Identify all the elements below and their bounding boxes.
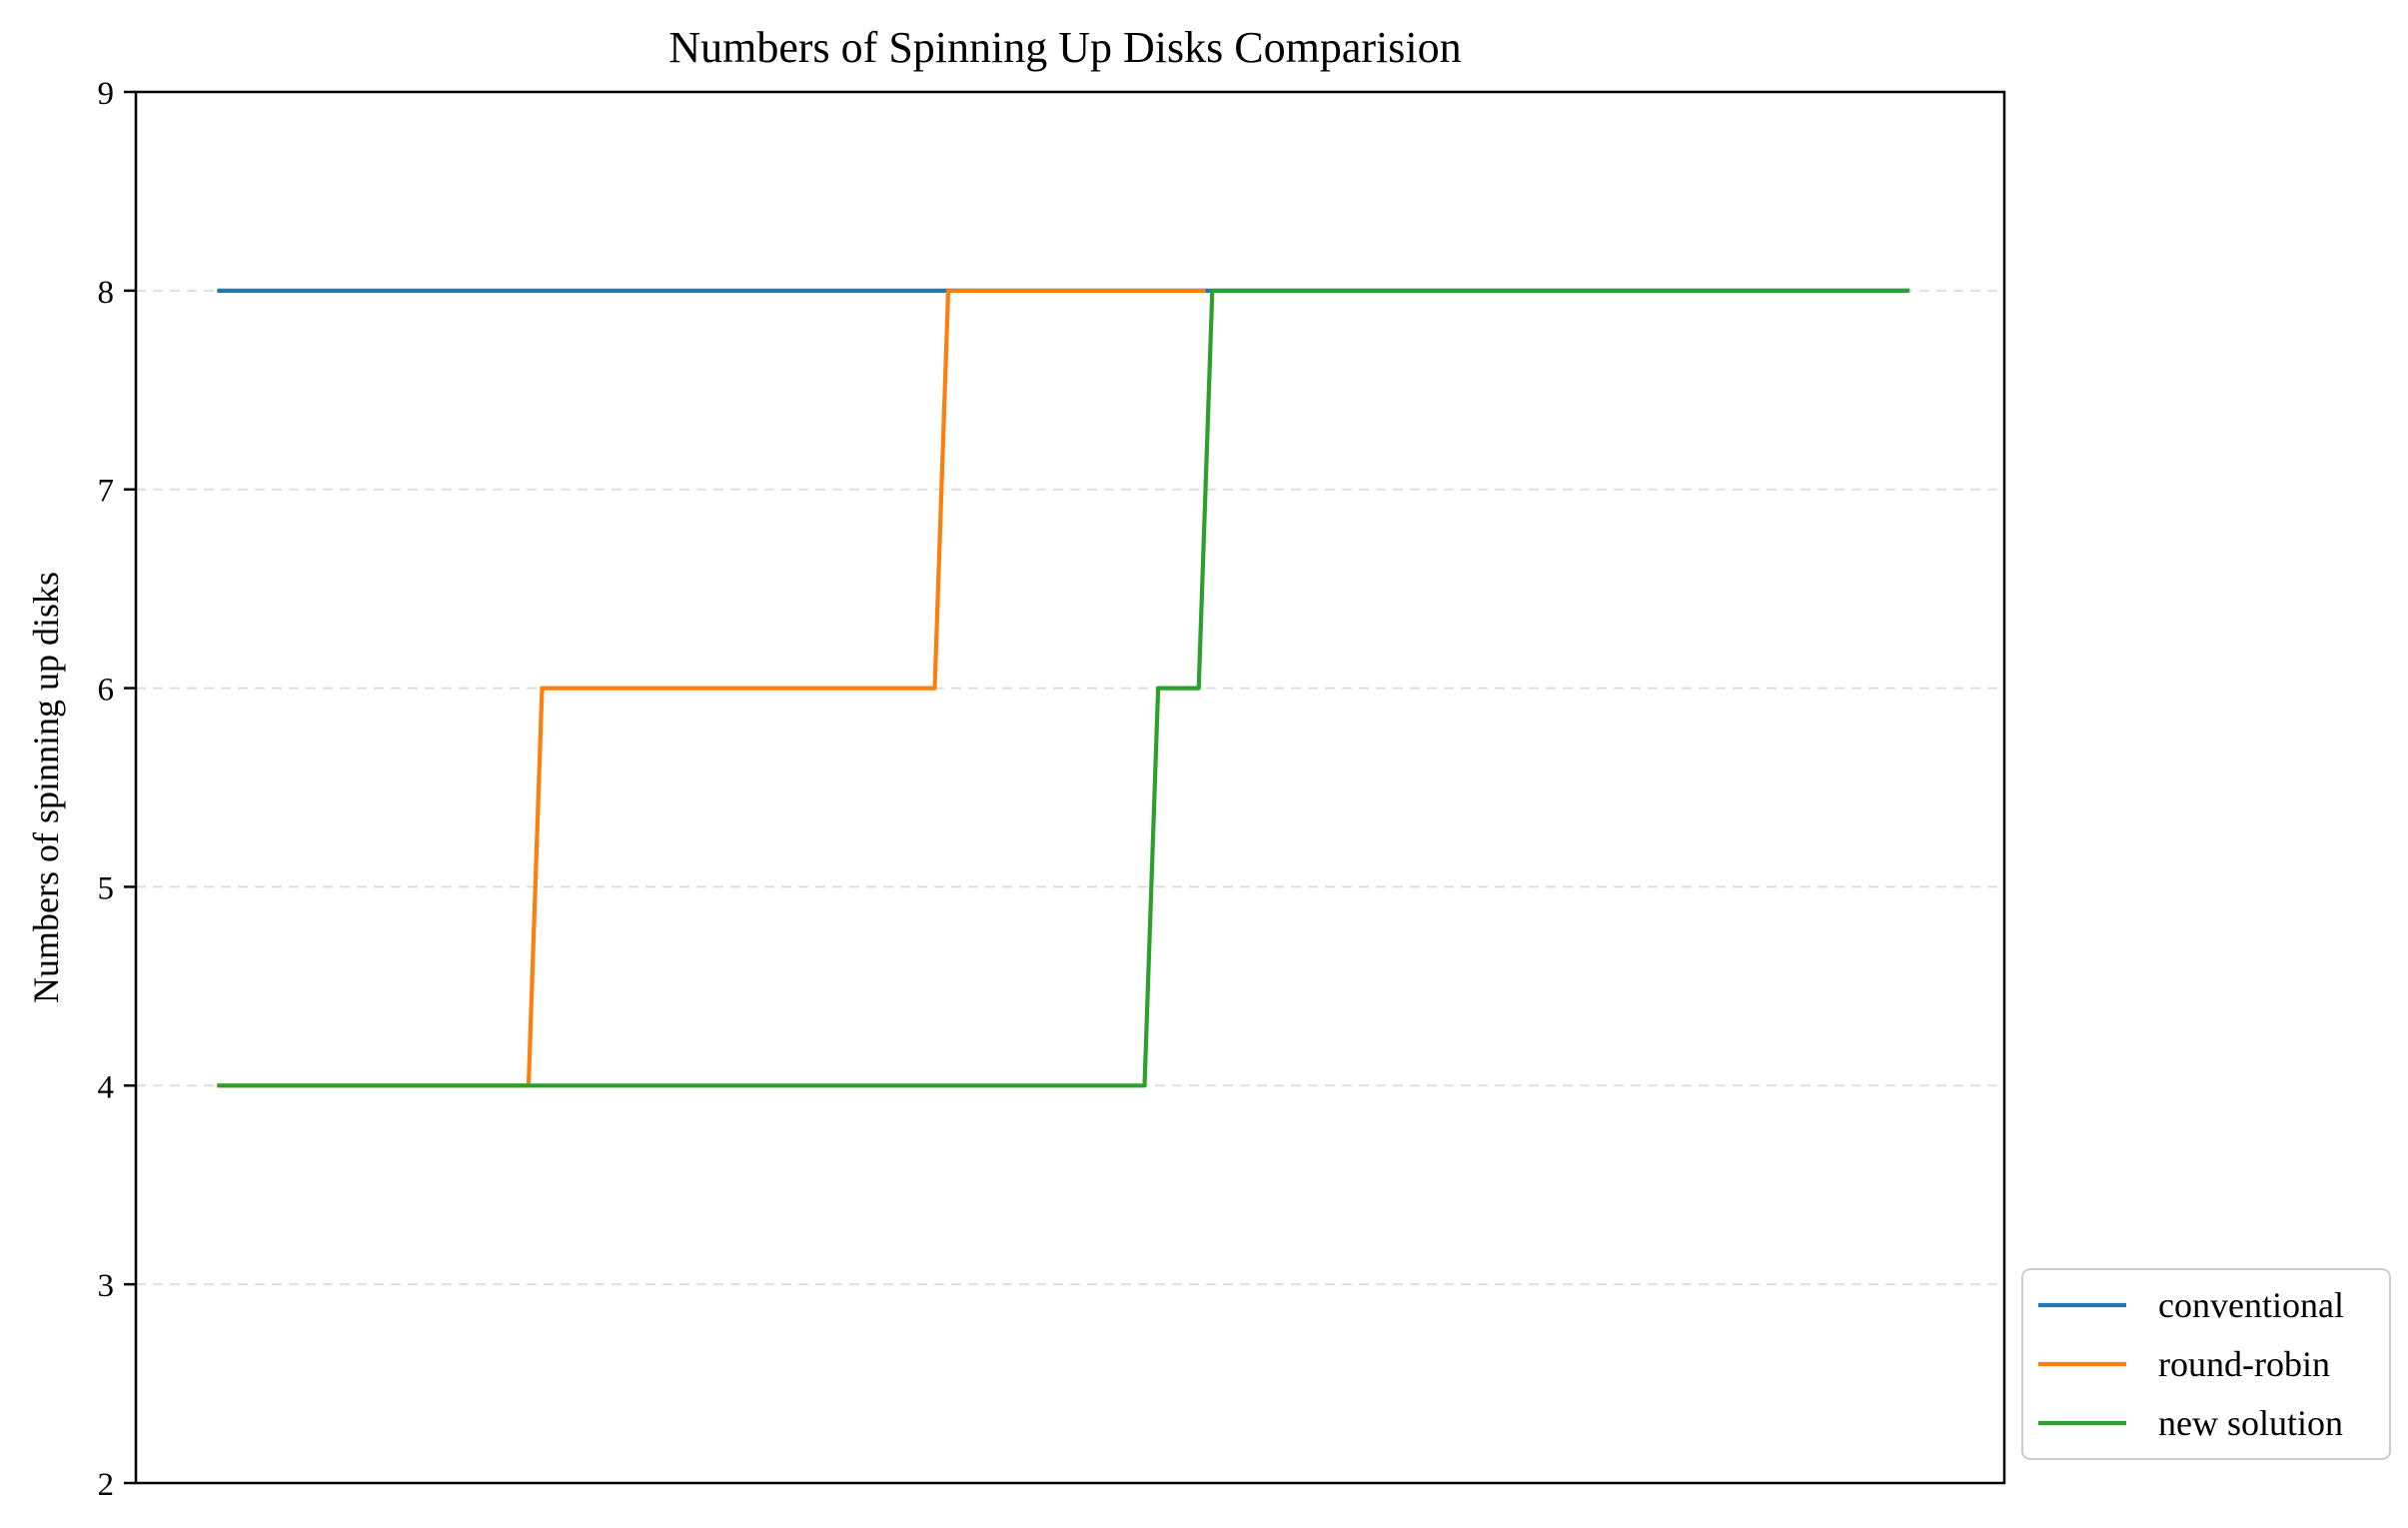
y-tick-label-7: 7 (98, 474, 115, 510)
y-axis-label: Numbers of spinning up disks (26, 572, 66, 1003)
plot-frame (134, 90, 2006, 1485)
y-tick-label-9: 9 (98, 76, 115, 112)
legend-label-conventional: conventional (2158, 1285, 2344, 1325)
y-tick-label-3: 3 (98, 1268, 115, 1304)
series-lines (217, 288, 1910, 1088)
legend-label-round-robin: round-robin (2158, 1344, 2330, 1384)
chart-title: Numbers of Spinning Up Disks Comparision (668, 23, 1461, 72)
series-line-new-solution (217, 288, 1910, 1088)
y-tick-label-5: 5 (98, 870, 115, 906)
y-tick-label-8: 8 (98, 275, 115, 311)
y-tick-label-2: 2 (98, 1467, 115, 1503)
y-tick-label-4: 4 (98, 1069, 115, 1105)
y-tick-label-6: 6 (98, 673, 115, 709)
legend-box (2021, 1268, 2391, 1460)
y-axis: 2 3 4 5 6 7 8 9 (98, 76, 136, 1503)
legend-label-new-solution: new solution (2158, 1403, 2343, 1443)
legend: conventional round-robin new solution (2021, 1268, 2391, 1460)
